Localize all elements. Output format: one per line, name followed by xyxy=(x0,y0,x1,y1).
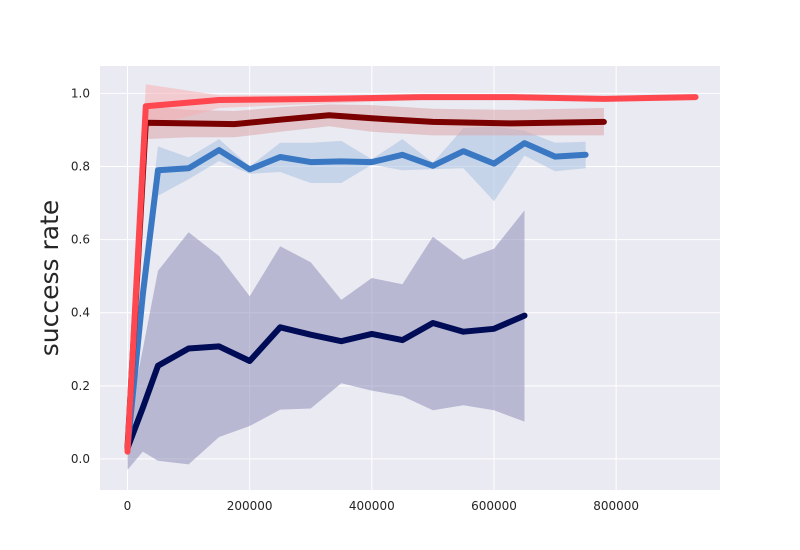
y-axis-label: success rate xyxy=(35,200,64,357)
series-3-line xyxy=(124,112,607,451)
y-tick-label: 0.6 xyxy=(71,233,90,247)
x-tick-label: 0 xyxy=(124,499,132,513)
y-tick-label: 0.2 xyxy=(71,379,90,393)
series-2-line xyxy=(124,140,589,451)
series-2-band xyxy=(127,126,586,459)
y-tick-label: 1.0 xyxy=(71,86,90,100)
x-axis-ticks: 0 200000 400000 600000 800000 xyxy=(124,499,639,513)
x-tick-label: 800000 xyxy=(593,499,639,513)
x-tick-label: 400000 xyxy=(349,499,395,513)
series-4-line xyxy=(124,94,699,455)
series-lines xyxy=(124,94,699,455)
y-axis-ticks: 0.0 0.2 0.4 0.6 0.8 1.0 xyxy=(71,86,90,466)
y-tick-label: 0.4 xyxy=(71,306,90,320)
x-tick-label: 200000 xyxy=(227,499,273,513)
y-tick-label: 0.0 xyxy=(71,452,90,466)
y-tick-label: 0.8 xyxy=(71,160,90,174)
series-1-line xyxy=(124,312,528,451)
x-tick-label: 600000 xyxy=(471,499,517,513)
